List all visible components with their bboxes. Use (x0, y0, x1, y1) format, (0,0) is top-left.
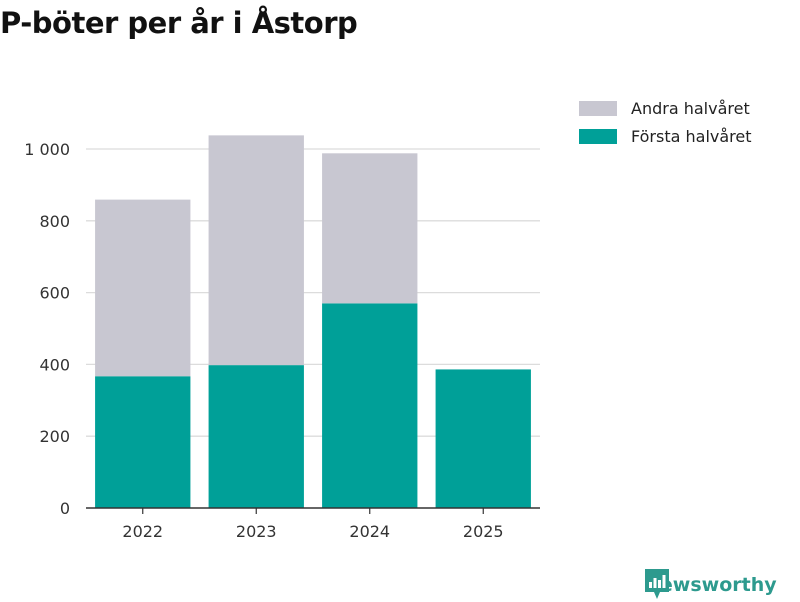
legend-label: Första halvåret (631, 127, 752, 146)
y-axis-ticks: 0 200 400 600 800 1 000 (24, 140, 70, 518)
legend-swatch (579, 129, 617, 144)
bar-f-rsta-halv-ret-2024 (322, 303, 418, 508)
bar-andra-halv-ret-2023 (208, 135, 304, 366)
y-tick-label: 0 (60, 499, 70, 518)
chart-title: P-böter per år i Åstorp (0, 6, 358, 40)
legend-label: Andra halvåret (631, 99, 750, 118)
bar-f-rsta-halv-ret-2023 (208, 365, 304, 508)
y-tick-label: 1 000 (24, 140, 70, 159)
x-tick-label: 2023 (236, 522, 277, 541)
bar-andra-halv-ret-2024 (322, 153, 418, 304)
brand-name: Newsworthy (644, 574, 777, 596)
x-tick-label: 2025 (463, 522, 504, 541)
x-tick-label: 2022 (122, 522, 163, 541)
y-tick-label: 600 (39, 284, 70, 303)
y-tick-label: 400 (39, 355, 70, 374)
brand-logo: Newsworthy (644, 568, 777, 602)
y-tick-label: 200 (39, 427, 70, 446)
x-axis-ticks: 2022 2023 2024 2025 (122, 508, 504, 541)
legend-swatch (579, 101, 617, 116)
x-tick-label: 2024 (349, 522, 390, 541)
newsworthy-logo-icon (645, 569, 669, 599)
legend: Andra halvåret Första halvåret (579, 99, 752, 146)
bar-f-rsta-halv-ret-2022 (95, 376, 191, 508)
bar-stacks (95, 135, 531, 508)
bar-andra-halv-ret-2022 (95, 199, 191, 377)
bar-f-rsta-halv-ret-2025 (435, 369, 531, 508)
y-tick-label: 800 (39, 212, 70, 231)
